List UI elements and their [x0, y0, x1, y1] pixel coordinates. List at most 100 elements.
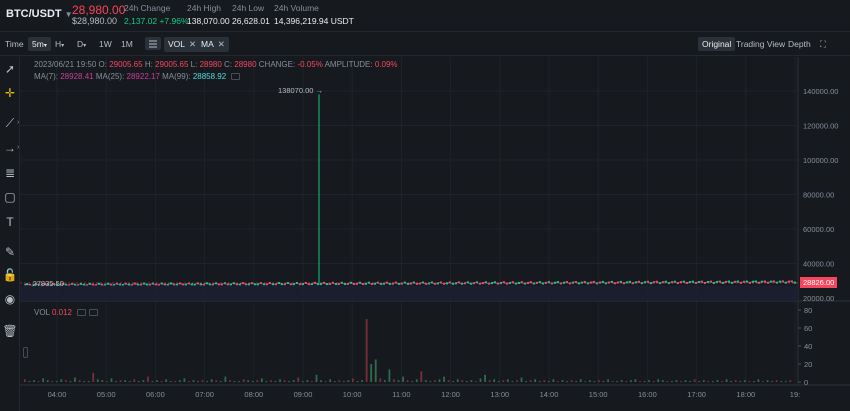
candle [584, 280, 586, 283]
text-icon[interactable]: T [6, 215, 14, 229]
candle [320, 283, 322, 286]
candle [149, 283, 151, 286]
candle [506, 282, 508, 285]
candle [560, 282, 562, 285]
view-depth[interactable]: Depth [788, 39, 811, 49]
chart-area[interactable]: 140000.00 120000.00 100000.00 80000.00 60000… [20, 57, 850, 411]
candle [392, 282, 394, 285]
candle [737, 280, 739, 283]
volume-bar [215, 380, 218, 382]
close-icon[interactable]: ✕ [189, 39, 197, 49]
candle [626, 281, 628, 284]
volume-bar [242, 379, 245, 382]
candle [443, 282, 445, 285]
volume-bar [55, 381, 58, 383]
vol-value: 0.012 [51, 308, 72, 317]
vol-label: VOL [34, 308, 50, 317]
vol-axis-label: 40 [804, 342, 812, 351]
volume-bar [311, 381, 313, 383]
candle [503, 281, 505, 284]
volume-bar [616, 381, 619, 383]
rectangle-icon[interactable]: ▢ [4, 190, 16, 204]
price-axis-label: 140000.00 [803, 87, 838, 96]
volume-bar [748, 381, 751, 383]
candle [299, 283, 301, 286]
volume-bar [137, 381, 140, 383]
volume-bar [188, 381, 190, 383]
candle [143, 282, 145, 285]
interval-hour[interactable]: H▾ [55, 39, 64, 49]
fib-icon[interactable]: ≣ [4, 166, 16, 180]
trash-icon[interactable]: 🗑 [2, 324, 18, 338]
candle [488, 282, 490, 285]
candle [161, 282, 163, 285]
chevron-right-icon[interactable]: › [17, 144, 20, 151]
time-axis-label: 05:00 [97, 390, 116, 399]
pair-selector[interactable]: BTC/USDT ▼ [6, 8, 73, 20]
candle [116, 282, 118, 285]
lock-icon[interactable]: 🔓 [2, 268, 18, 282]
interval-1m[interactable]: 1M [121, 39, 133, 49]
indicator-chip-vol[interactable]: VOL ✕ [164, 37, 201, 52]
volume-bar [37, 381, 40, 383]
ma-settings-button[interactable] [231, 73, 241, 81]
trendline-icon[interactable]: ⟋ [5, 116, 15, 130]
candle [335, 283, 337, 286]
fullscreen-icon[interactable]: ⛶ [820, 39, 826, 49]
candlestick-chart[interactable]: 140000.00 120000.00 100000.00 80000.00 60000… [20, 57, 850, 411]
volume-bar [452, 381, 455, 383]
volume-bar [92, 373, 95, 382]
volume-bar [229, 380, 231, 382]
brush-icon[interactable]: ✎ [4, 245, 16, 259]
time-axis-label: 17:00 [687, 390, 706, 399]
candle [329, 283, 331, 286]
ma7-value: 28928.41 [60, 72, 94, 81]
candle [728, 280, 730, 283]
time-axis-label: 04:00 [48, 390, 67, 399]
indicator-chip-ma[interactable]: MA ✕ [197, 37, 229, 52]
candle [665, 280, 667, 283]
candle [221, 283, 223, 286]
volume-bar [238, 381, 240, 383]
candle [350, 281, 352, 284]
volume-bar [265, 381, 268, 383]
chevron-right-icon[interactable]: › [17, 119, 20, 126]
volume-bar [429, 381, 432, 383]
candle [152, 282, 154, 285]
candle [587, 282, 589, 285]
collapse-handle[interactable] [23, 347, 28, 358]
candle [98, 282, 100, 285]
indicator-settings-button[interactable] [145, 37, 161, 50]
interval-1w[interactable]: 1W [99, 39, 112, 49]
crosshair-icon[interactable]: ✛ [4, 86, 16, 100]
interval-day[interactable]: D▾ [77, 39, 86, 49]
ohlc-high: 29005.65 [155, 60, 189, 69]
cursor-icon[interactable]: ➚ [4, 62, 16, 76]
volume-bar [151, 381, 154, 383]
candle [137, 283, 139, 286]
close-icon[interactable]: ✕ [217, 39, 225, 49]
eye-icon[interactable]: ◉ [4, 292, 16, 306]
volume-bar [771, 381, 774, 383]
volume-bar [752, 381, 755, 383]
volume-bar [670, 381, 673, 383]
view-tradingview[interactable]: Trading View [736, 39, 786, 49]
view-original[interactable]: Original [698, 37, 736, 51]
candle [131, 284, 133, 287]
candle [578, 282, 580, 285]
candle [104, 284, 106, 287]
candle [95, 284, 97, 287]
interval-5m[interactable]: 5m▾ [28, 37, 51, 51]
ticker-header: BTC/USDT ▼ 28,980.00 $28,980.00 24h Chang… [0, 0, 850, 32]
vol-settings-button[interactable] [89, 309, 99, 317]
vol-visibility-button[interactable] [77, 309, 87, 317]
candle [764, 280, 766, 283]
candle [686, 282, 688, 285]
volume-bar [374, 359, 377, 382]
volume-bar [447, 380, 450, 382]
arrow-line-icon[interactable]: → [4, 141, 16, 155]
volume-bar [643, 381, 646, 383]
volume-bar [65, 380, 67, 382]
candle [74, 283, 76, 286]
indicator-chip-ma-label: MA [201, 39, 214, 49]
